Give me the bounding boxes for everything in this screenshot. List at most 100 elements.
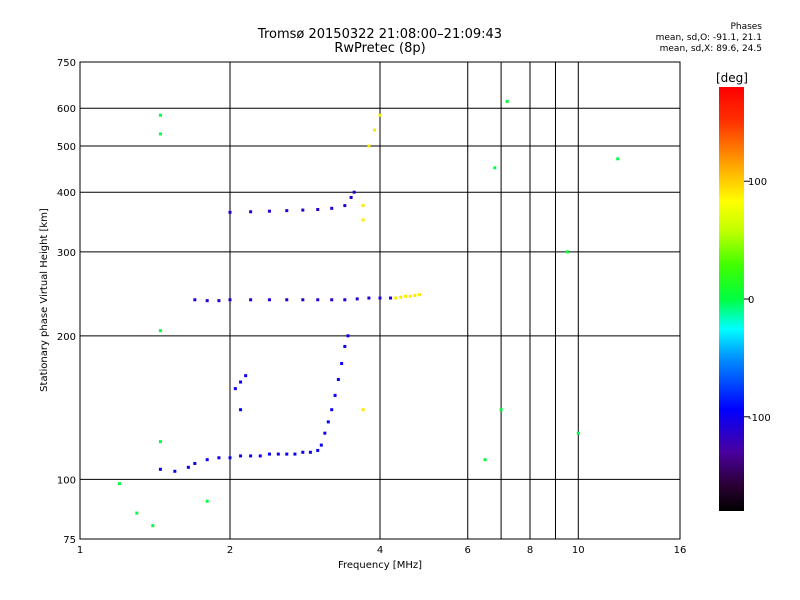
data-point xyxy=(151,524,155,528)
data-point xyxy=(413,293,417,297)
data-point xyxy=(244,374,248,378)
data-point xyxy=(186,465,190,469)
data-point xyxy=(173,469,177,473)
data-point xyxy=(158,132,162,136)
phases-o-stats: mean, sd,O: -91.1, 21.1 xyxy=(655,33,762,43)
data-point xyxy=(378,296,382,300)
data-point xyxy=(285,452,289,456)
data-point xyxy=(319,443,323,447)
data-point xyxy=(316,448,320,452)
data-point xyxy=(301,298,305,302)
data-point xyxy=(239,380,243,384)
phases-x-stats: mean, sd,X: 89.6, 24.5 xyxy=(659,44,762,54)
grid xyxy=(80,62,680,539)
data-point xyxy=(205,458,209,462)
data-point xyxy=(346,334,350,338)
data-point xyxy=(408,294,412,298)
data-point xyxy=(417,293,421,297)
data-point xyxy=(361,408,365,412)
colorbar-unit: [deg] xyxy=(716,71,748,85)
data-point xyxy=(378,113,382,117)
data-point xyxy=(505,99,509,103)
data-point xyxy=(308,450,312,454)
data-point xyxy=(330,408,334,412)
data-point xyxy=(285,298,289,302)
x-tick-label: 2 xyxy=(227,545,233,556)
data-point xyxy=(267,452,271,456)
data-point xyxy=(158,329,162,333)
x-tick-label: 6 xyxy=(465,545,471,556)
data-point xyxy=(267,298,271,302)
data-point xyxy=(276,452,280,456)
data-point xyxy=(499,408,503,412)
data-point xyxy=(117,482,121,486)
data-point xyxy=(239,408,243,412)
y-tick-label: 200 xyxy=(57,332,76,343)
data-point xyxy=(403,294,407,298)
data-point xyxy=(316,207,320,211)
data-point xyxy=(483,458,487,462)
data-point xyxy=(399,295,403,299)
data-point xyxy=(233,387,237,391)
colorbar xyxy=(719,87,744,511)
data-point xyxy=(616,157,620,161)
phases-label: Phases xyxy=(730,22,762,32)
colorbar-tick-label: 0 xyxy=(748,295,754,306)
x-tick-label: 1 xyxy=(77,545,83,556)
y-tick-label: 750 xyxy=(57,58,76,69)
y-tick-label: 500 xyxy=(57,142,76,153)
data-point xyxy=(228,210,232,214)
data-point xyxy=(576,431,580,435)
y-ticks: 75 100 200 300 400 500 600 750 xyxy=(57,58,76,546)
data-point xyxy=(389,296,393,300)
data-point xyxy=(285,209,289,213)
data-points xyxy=(117,99,620,528)
data-point xyxy=(249,298,253,302)
y-tick-label: 100 xyxy=(57,475,76,486)
data-point xyxy=(367,296,371,300)
y-tick-label: 400 xyxy=(57,188,76,199)
x-axis-label: Frequency [MHz] xyxy=(338,560,422,571)
data-point xyxy=(343,204,347,208)
data-point xyxy=(394,296,398,300)
chart-title: Tromsø 20150322 21:08:00–21:09:43 xyxy=(257,27,503,42)
data-point xyxy=(330,298,334,302)
colorbar-tick-label: 100 xyxy=(748,177,767,188)
data-point xyxy=(330,206,334,210)
data-point xyxy=(343,298,347,302)
x-tick-label: 10 xyxy=(572,545,585,556)
data-point xyxy=(355,297,359,301)
data-point xyxy=(135,511,139,515)
data-point xyxy=(493,166,497,170)
data-point xyxy=(565,250,569,254)
data-point xyxy=(267,209,271,213)
data-point xyxy=(249,454,253,458)
data-point xyxy=(352,190,356,194)
data-point xyxy=(158,113,162,117)
data-point xyxy=(249,210,253,214)
colorbar-ticks: 100 0 -100 xyxy=(744,177,771,424)
x-tick-label: 8 xyxy=(527,545,533,556)
x-tick-label: 4 xyxy=(377,545,383,556)
data-point xyxy=(205,299,209,303)
data-point xyxy=(193,298,197,302)
data-point xyxy=(367,144,371,148)
data-point xyxy=(158,467,162,471)
data-point xyxy=(228,456,232,460)
data-point xyxy=(316,298,320,302)
data-point xyxy=(343,344,347,348)
data-point xyxy=(205,499,209,503)
x-ticks: 1 2 4 6 8 10 16 xyxy=(77,545,687,556)
data-point xyxy=(217,456,221,460)
chart-subtitle: RwPretec (8p) xyxy=(334,41,426,56)
y-axis-label: Stationary phase Virtual Height [km] xyxy=(39,208,50,392)
data-point xyxy=(340,361,344,365)
data-point xyxy=(301,450,305,454)
plot-frame xyxy=(79,61,681,540)
y-tick-label: 75 xyxy=(63,535,76,546)
data-point xyxy=(293,452,297,456)
data-point xyxy=(228,298,232,302)
data-point xyxy=(361,218,365,222)
data-point xyxy=(333,393,337,397)
data-point xyxy=(301,208,305,212)
